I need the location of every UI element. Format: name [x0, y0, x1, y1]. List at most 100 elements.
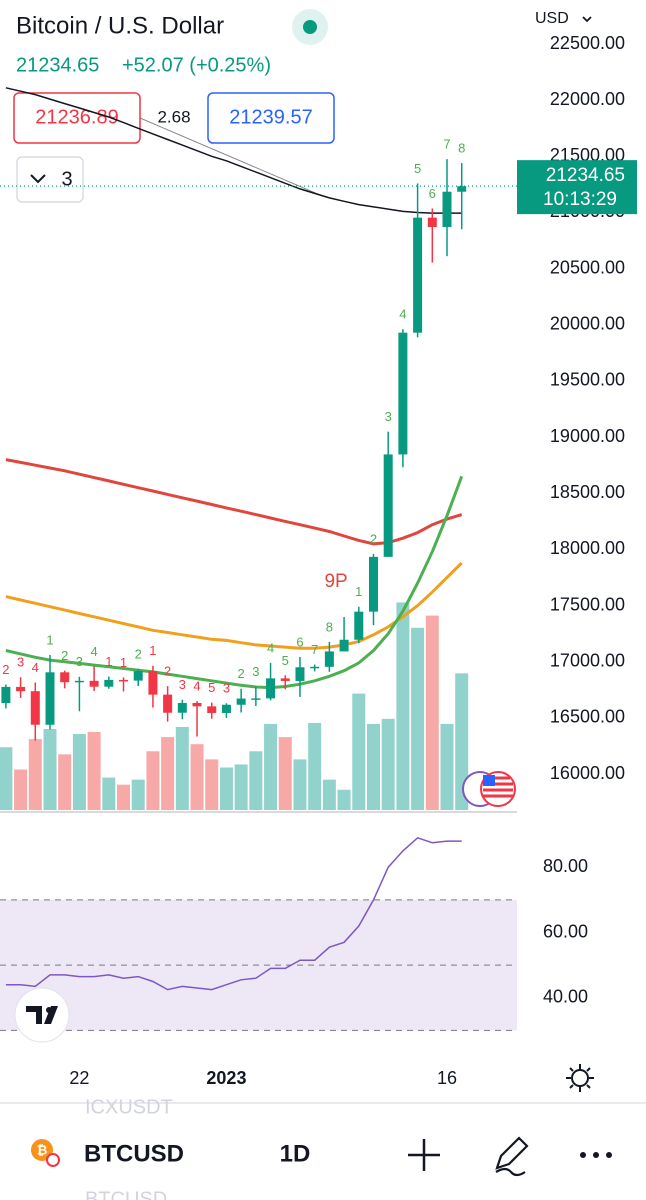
buy-button[interactable] [207, 92, 335, 144]
sequence-count: 8 [326, 619, 333, 634]
sequence-count: 2 [2, 662, 9, 677]
plot-layer: 22500.0022000.0021500.0021000.0020500.00… [0, 33, 637, 1088]
sequence-count: 3 [179, 677, 186, 692]
volume-bar [234, 764, 248, 810]
sequence-count: 4 [32, 660, 39, 675]
sequence-count: 8 [458, 141, 465, 156]
volume-bar [337, 789, 351, 810]
ghost-symbol: ICXUSDT [85, 1096, 173, 1118]
volume-bar [322, 779, 336, 810]
volume-bar [14, 769, 28, 810]
sequence-count: 6 [296, 634, 303, 649]
price-tag-countdown: 10:13:29 [543, 189, 617, 210]
dot [606, 1152, 612, 1158]
volume-bar [293, 759, 307, 810]
flag-canton [483, 775, 495, 786]
y-tick-label: 22500.00 [550, 33, 625, 53]
sell-button[interactable] [13, 92, 141, 144]
candle-body [354, 611, 364, 640]
candle-body [427, 217, 437, 227]
volume-bar [43, 729, 57, 810]
volume-bar [352, 693, 366, 810]
candle-body [457, 186, 467, 192]
candle-body [310, 666, 320, 669]
y-tick-label: 20500.00 [550, 257, 625, 277]
ma-green [5, 475, 464, 690]
ma-red [5, 458, 463, 546]
symbol-title: Bitcoin / U.S. Dollar [16, 12, 224, 39]
sequence-count: 7 [443, 137, 450, 152]
y-tick-label: 18500.00 [550, 482, 625, 502]
sequence-count: 1 [105, 654, 112, 669]
sequence-count: 2 [164, 664, 171, 679]
indicators-toggle[interactable] [16, 156, 84, 203]
add-button[interactable] [408, 1139, 440, 1171]
price-change: +52.07 (+0.25%) [122, 54, 271, 76]
sequence-count: 4 [267, 640, 274, 655]
bitcoin-icon [31, 1139, 53, 1161]
price-tag-price: 21234.65 [546, 165, 625, 186]
rsi-tick-label: 80.00 [543, 856, 588, 876]
y-tick-label: 17000.00 [550, 650, 625, 670]
sequence-count: 7 [311, 642, 318, 657]
more-button[interactable] [580, 1152, 612, 1158]
candle-body [398, 332, 408, 455]
candle-body [266, 678, 276, 699]
ask-price: 21239.57 [229, 106, 312, 128]
settings-icon[interactable] [571, 1069, 589, 1087]
volume-bar [190, 744, 204, 810]
toolbar-interval[interactable]: 1D [280, 1140, 311, 1167]
candle-body [295, 667, 305, 681]
volume-bar [102, 777, 116, 810]
settings-rays [566, 1064, 594, 1092]
y-tick-label: 21500.00 [550, 145, 625, 165]
x-tick-label: 2023 [206, 1068, 246, 1088]
y-tick-label: 16000.00 [550, 763, 625, 783]
sequence-count: 3 [76, 654, 83, 669]
candle-body [413, 217, 423, 333]
volume-bar [131, 779, 145, 810]
candle-body [177, 702, 187, 713]
volume-bar [366, 723, 380, 810]
candle-body [60, 672, 70, 683]
draw-button[interactable] [495, 1136, 529, 1177]
ma-orange [5, 561, 463, 650]
sequence-count: 1 [355, 584, 362, 599]
sequence-count: 5 [208, 680, 215, 695]
sequence-count: 1 [120, 655, 127, 670]
y-tick-label: 20000.00 [550, 314, 625, 334]
rsi-tick-label: 60.00 [543, 921, 588, 941]
dot [593, 1152, 599, 1158]
candle-body [30, 691, 40, 725]
candle-body [442, 191, 452, 227]
sequence-count: 2 [238, 666, 245, 681]
sequence-count: 1 [46, 632, 53, 647]
volume-bar [219, 767, 233, 810]
y-tick-label: 16500.00 [550, 707, 625, 727]
y-tick-label: 18000.00 [550, 538, 625, 558]
sequence-count: 4 [399, 307, 406, 322]
candle-body [16, 686, 26, 692]
candle-body [339, 639, 349, 652]
currency-selector[interactable]: USD [535, 10, 569, 27]
sequence-count: 4 [90, 644, 97, 659]
candle-body [133, 671, 143, 681]
bitcoin-glyph: ₿ [37, 1142, 48, 1157]
candle-body [89, 680, 99, 687]
volume-bar [264, 723, 278, 810]
market-status-dot [303, 20, 317, 34]
volume-bar [28, 739, 42, 810]
sequence-count: 9P [324, 571, 347, 592]
volume-bar [381, 718, 395, 810]
dot [580, 1152, 586, 1158]
candle-body [1, 686, 11, 704]
candle-body [207, 706, 217, 713]
y-tick-label: 19000.00 [550, 426, 625, 446]
volume-bar [249, 751, 263, 810]
toolbar-symbol[interactable]: BTCUSD [84, 1140, 184, 1167]
volume-bar [278, 737, 292, 810]
volume-bar [308, 722, 322, 810]
indicators-count: 3 [61, 168, 72, 190]
volume-bar [0, 747, 13, 810]
